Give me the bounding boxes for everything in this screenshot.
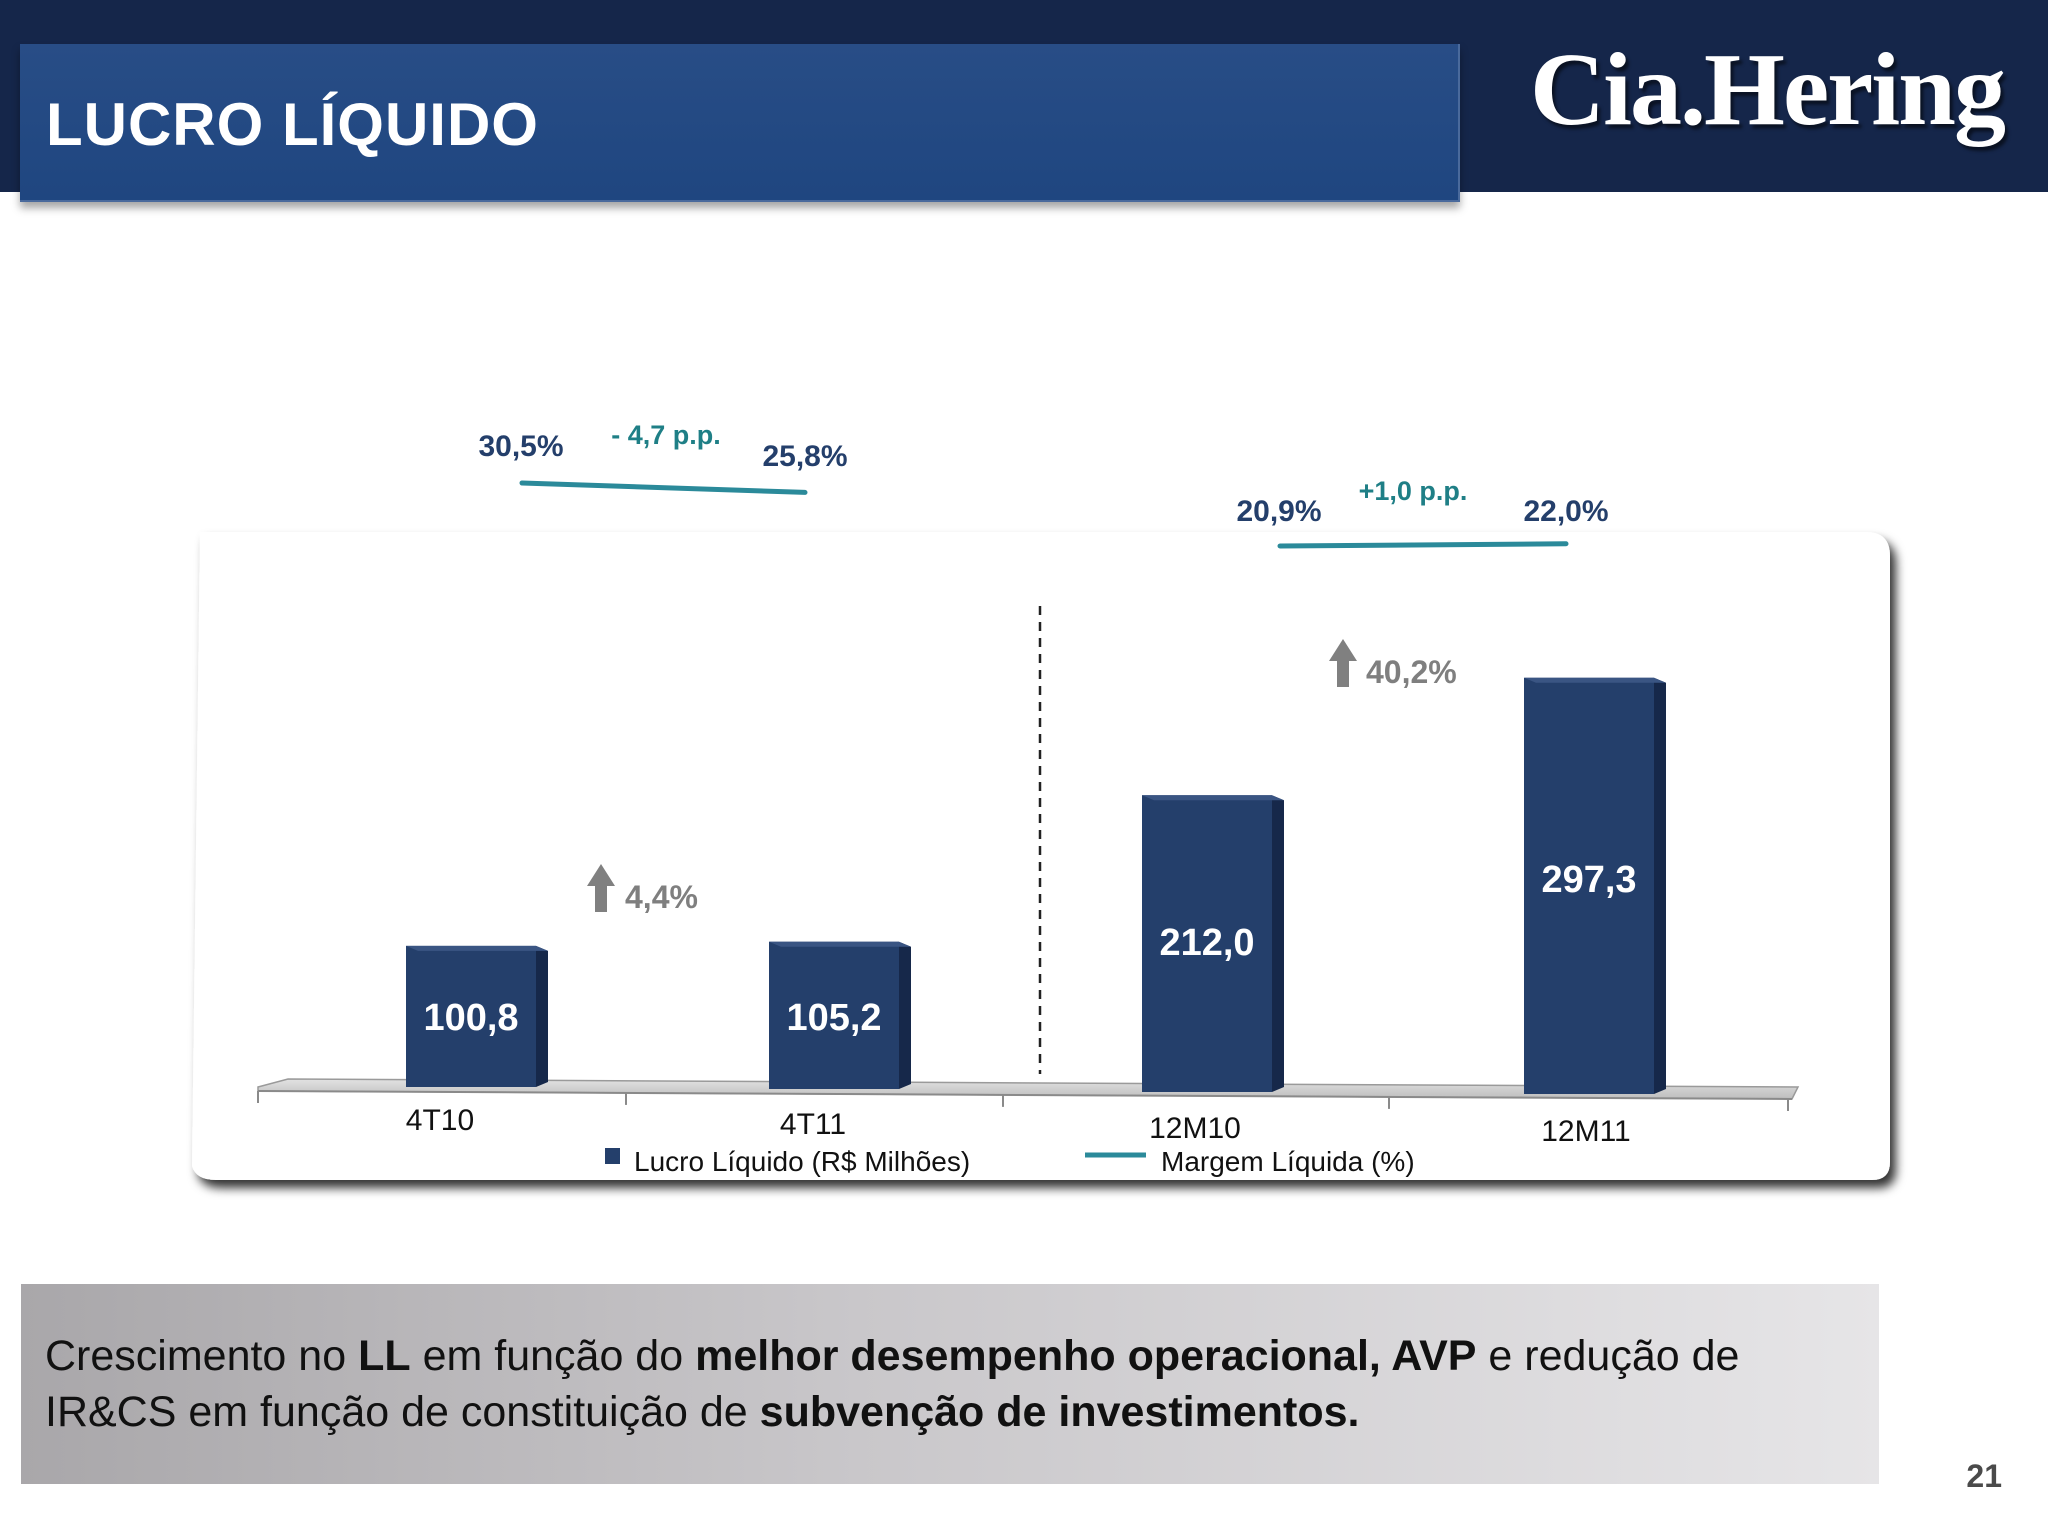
bar-12M10 <box>1142 795 1272 1092</box>
category-label: 4T11 <box>780 1108 846 1141</box>
brand-logo: Cia.Hering <box>1530 32 2006 147</box>
bar-top <box>1524 677 1666 683</box>
margin-label: 20,9% <box>1236 495 1321 528</box>
summary-caption-box: Crescimento no LL em função do melhor de… <box>21 1284 1879 1484</box>
bar-value-label: 100,8 <box>423 997 518 1039</box>
bar-side <box>1272 795 1284 1092</box>
bar-side <box>536 945 548 1087</box>
bar-value-label: 105,2 <box>786 997 881 1039</box>
margin-label: 25,8% <box>762 440 847 473</box>
legend-label: Lucro Líquido (R$ Milhões) <box>634 1146 970 1177</box>
growth-arrow-icon <box>1329 639 1357 687</box>
margin-line <box>1277 541 1569 549</box>
caption-part: e redução de IR&CS em função de constitu… <box>45 1332 1740 1436</box>
bar-top <box>1142 795 1284 801</box>
chart-panel <box>192 532 1890 1180</box>
margin-label: 22,0% <box>1523 495 1608 528</box>
bar-value-label: 212,0 <box>1159 922 1254 964</box>
x-axis-line <box>257 1090 1793 1100</box>
growth-arrow-icon <box>587 864 615 912</box>
bar-side <box>1654 677 1666 1094</box>
page-title: LUCRO LÍQUIDO <box>46 91 539 158</box>
margin-label: 30,5% <box>478 430 563 463</box>
caption-bold-part: melhor desempenho operacional, AVP <box>695 1332 1477 1380</box>
margin-change-label: - 4,7 p.p. <box>611 420 721 450</box>
category-label: 4T10 <box>406 1104 474 1137</box>
bar-value-label: 297,3 <box>1541 859 1636 901</box>
caption-bold-part: LL <box>358 1332 411 1380</box>
caption-part: Crescimento no <box>45 1332 359 1380</box>
category-label: 12M11 <box>1541 1115 1631 1148</box>
caption-bold-part: subvenção de investimentos. <box>759 1388 1360 1436</box>
growth-label: 4,4% <box>625 879 698 915</box>
margin-change-label: +1,0 p.p. <box>1359 476 1468 506</box>
summary-caption: Crescimento no LL em função do melhor de… <box>45 1328 1865 1440</box>
title-bar: LUCRO LÍQUIDO <box>20 44 1460 202</box>
growth-label: 40,2% <box>1366 654 1457 690</box>
caption-part: em função do <box>410 1332 696 1380</box>
chart-floor <box>257 1078 1800 1100</box>
category-label: 12M10 <box>1149 1112 1241 1145</box>
bar-4T11 <box>769 941 899 1089</box>
legend-swatch-bar <box>605 1148 620 1164</box>
bar-top <box>769 941 911 947</box>
bar-side <box>899 941 911 1089</box>
page-number: 21 <box>1966 1458 2002 1494</box>
bar-top <box>406 945 548 951</box>
margin-line <box>519 480 808 495</box>
bar-4T10 <box>406 945 536 1087</box>
bar-12M11 <box>1524 677 1654 1094</box>
legend-label: Margem Líquida (%) <box>1161 1146 1415 1177</box>
